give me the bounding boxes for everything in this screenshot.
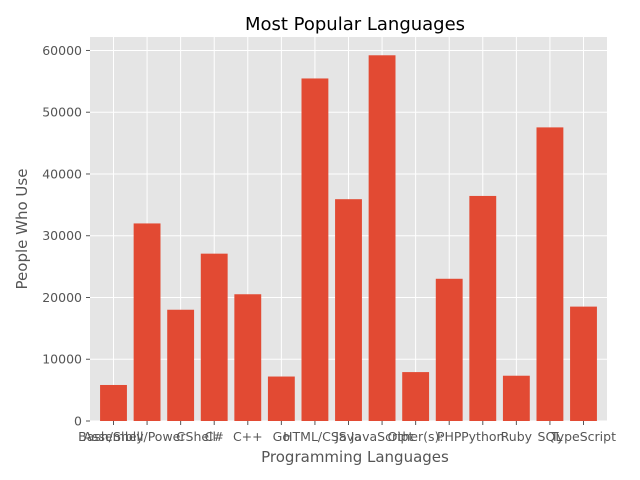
- bar-java: [335, 199, 362, 421]
- x-tick-label: Python: [461, 429, 504, 444]
- bar-python: [469, 195, 497, 421]
- x-tick-label: Assembly: [83, 429, 144, 444]
- bars: [100, 55, 597, 422]
- bar-assembly: [100, 384, 127, 421]
- y-axis-label: People Who Use: [13, 169, 31, 290]
- bar-bash-shell-powershell: [133, 223, 161, 421]
- bar-javascript: [368, 55, 396, 421]
- x-tick-label: Bash/Shell/PowerShell: [78, 429, 216, 444]
- x-tick-label: C: [176, 429, 185, 444]
- y-axis-ticks: 0 10000 20000 30000 40000 50000 60000: [42, 43, 90, 429]
- x-tick-label: PHP: [437, 429, 462, 444]
- y-tick-label: 40000: [42, 166, 82, 181]
- bar-typescript: [570, 306, 597, 421]
- x-tick-label: JavaScript: [350, 429, 414, 444]
- x-tick-label: C#: [205, 429, 224, 444]
- chart-title: Most Popular Languages: [245, 14, 465, 35]
- y-tick-label: 0: [74, 414, 82, 429]
- bar-sql: [536, 127, 564, 422]
- bar-html-css: [301, 78, 329, 421]
- x-tick-label: HTML/CSS: [283, 429, 347, 444]
- x-tick-label: TypeScript: [550, 429, 616, 444]
- bar-other-s: [402, 372, 430, 421]
- bar-c: [200, 253, 228, 421]
- x-tick-label: C++: [233, 429, 263, 444]
- bar-ruby: [502, 375, 530, 421]
- y-tick-label: 20000: [42, 290, 82, 305]
- y-tick-label: 30000: [42, 228, 82, 243]
- bar-c: [234, 294, 262, 421]
- x-tick-label: Other(s):: [388, 429, 444, 444]
- y-tick-label: 10000: [42, 352, 82, 367]
- x-tick-label: Go: [273, 429, 290, 444]
- y-tick-label: 60000: [42, 43, 82, 58]
- x-tick-label: SQL: [538, 429, 563, 444]
- x-axis-label: Programming Languages: [261, 448, 449, 466]
- bar-php: [435, 278, 463, 421]
- bar-go: [267, 376, 295, 421]
- x-tick-label: Ruby: [501, 429, 533, 444]
- y-tick-label: 50000: [42, 105, 82, 120]
- x-tick-label: Java: [334, 429, 361, 444]
- bar-c: [167, 309, 195, 421]
